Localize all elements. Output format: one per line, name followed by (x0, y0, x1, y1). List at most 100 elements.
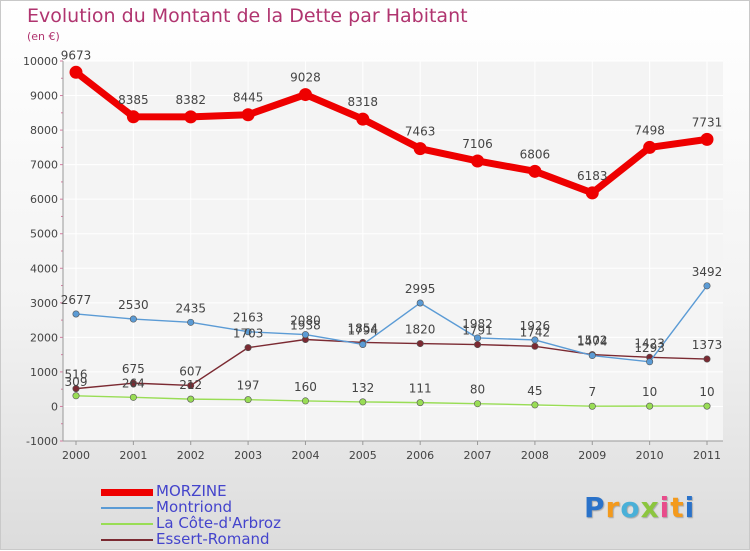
data-label-la-cote-d-arbroz: 197 (237, 379, 260, 393)
x-tick-label: 2002 (177, 449, 205, 462)
data-point-la-cote-d-arbroz (244, 396, 252, 404)
data-label-essert-romand: 1791 (462, 324, 493, 338)
data-point-morzine (126, 110, 140, 124)
data-label-montriond: 1982 (462, 317, 493, 331)
data-label-essert-romand: 1373 (692, 338, 723, 352)
data-point-morzine (241, 108, 255, 122)
data-point-montriond (72, 310, 80, 318)
data-label-morzine: 7731 (692, 115, 723, 129)
data-label-morzine: 6183 (577, 169, 608, 183)
legend-swatch-essert-romand (101, 539, 153, 541)
data-point-morzine (413, 142, 427, 156)
data-label-la-cote-d-arbroz: 10 (642, 385, 657, 399)
data-label-essert-romand: 1742 (520, 325, 551, 339)
data-label-montriond: 2163 (233, 311, 264, 325)
data-label-la-cote-d-arbroz: 80 (470, 383, 485, 397)
data-point-la-cote-d-arbroz (72, 392, 80, 400)
data-label-essert-romand: 1703 (233, 327, 264, 341)
data-point-morzine (528, 164, 542, 178)
data-point-montriond (244, 328, 252, 336)
y-tick-label: 9000 (30, 90, 58, 103)
data-label-morzine: 8445 (233, 91, 264, 105)
x-tick-label: 2005 (349, 449, 377, 462)
data-label-essert-romand: 516 (65, 368, 88, 382)
data-label-la-cote-d-arbroz: 7 (588, 385, 596, 399)
data-point-essert-romand (129, 379, 137, 387)
data-label-essert-romand: 1502 (577, 334, 608, 348)
legend-swatch-morzine (101, 488, 153, 496)
data-point-morzine (356, 112, 370, 126)
data-point-montriond (646, 358, 654, 366)
data-label-morzine: 9673 (61, 48, 92, 62)
y-tick-label: 7000 (30, 159, 58, 172)
data-label-essert-romand: 1938 (290, 319, 321, 333)
y-tick-label: 6000 (30, 193, 58, 206)
y-tick-label: 4000 (30, 262, 58, 275)
x-tick-label: 2011 (693, 449, 721, 462)
data-label-morzine: 6806 (520, 147, 551, 161)
brand-logo: Proxiti (584, 491, 695, 524)
legend-swatch-la-cote-d-arbroz (101, 523, 153, 525)
legend-label-la-cote-d-arbroz: La Côte-d'Arbroz (156, 514, 281, 532)
x-tick-label: 2006 (406, 449, 434, 462)
data-label-essert-romand: 607 (179, 364, 202, 378)
data-point-la-cote-d-arbroz (187, 395, 195, 403)
data-label-morzine: 8385 (118, 93, 149, 107)
data-label-la-cote-d-arbroz: 132 (351, 381, 374, 395)
data-point-la-cote-d-arbroz (359, 398, 367, 406)
plot-background (63, 61, 723, 441)
data-point-morzine (184, 110, 198, 124)
data-point-montriond (474, 334, 482, 342)
data-label-la-cote-d-arbroz: 10 (699, 385, 714, 399)
data-point-la-cote-d-arbroz (531, 401, 539, 409)
data-point-morzine (585, 186, 599, 200)
x-tick-label: 2001 (119, 449, 147, 462)
y-tick-label: 5000 (30, 228, 58, 241)
data-point-montriond (588, 352, 596, 360)
data-label-essert-romand: 1423 (634, 336, 665, 350)
series-line-essert-romand (75, 338, 708, 390)
y-tick-label: 10000 (23, 55, 58, 68)
data-point-essert-romand (416, 340, 424, 348)
legend-label-morzine: MORZINE (156, 482, 227, 500)
data-point-morzine (700, 132, 714, 146)
data-point-montriond (703, 282, 711, 290)
data-point-montriond (129, 315, 137, 323)
chart-title: Evolution du Montant de la Dette par Hab… (27, 5, 468, 27)
brand-letter: i (659, 491, 671, 524)
data-point-morzine (471, 154, 485, 168)
data-label-montriond: 1474 (577, 335, 608, 349)
brand-letter: o (620, 491, 641, 524)
legend-label-montriond: Montriond (156, 498, 233, 516)
data-label-la-cote-d-arbroz: 309 (65, 375, 88, 389)
x-tick-label: 2003 (234, 449, 262, 462)
data-label-essert-romand: 1820 (405, 323, 436, 337)
x-tick-label: 2007 (464, 449, 492, 462)
series-line-montriond (75, 285, 708, 363)
data-point-essert-romand (72, 385, 80, 393)
data-label-montriond: 1926 (520, 319, 551, 333)
x-tick-label: 2000 (62, 449, 90, 462)
data-point-morzine (298, 88, 312, 102)
data-point-morzine (643, 140, 657, 154)
data-point-essert-romand (474, 341, 482, 349)
data-point-essert-romand (531, 342, 539, 350)
data-label-essert-romand: 675 (122, 362, 145, 376)
data-point-la-cote-d-arbroz (703, 402, 711, 410)
data-label-montriond: 2080 (290, 314, 321, 328)
brand-letter: t (670, 491, 685, 524)
chart-subtitle: (en €) (27, 30, 60, 43)
legend-label-essert-romand: Essert-Romand (156, 530, 270, 548)
brand-letter: x (640, 491, 660, 524)
y-tick-label: 1000 (30, 366, 58, 379)
y-tick-label: 0 (51, 400, 58, 413)
data-label-montriond: 2677 (61, 293, 92, 307)
y-tick-label: -1000 (26, 435, 58, 448)
data-label-morzine: 8382 (175, 93, 206, 107)
data-label-la-cote-d-arbroz: 111 (409, 382, 432, 396)
data-label-morzine: 7463 (405, 125, 436, 139)
data-label-la-cote-d-arbroz: 264 (122, 376, 145, 390)
data-point-la-cote-d-arbroz (301, 397, 309, 405)
data-label-morzine: 9028 (290, 71, 321, 85)
